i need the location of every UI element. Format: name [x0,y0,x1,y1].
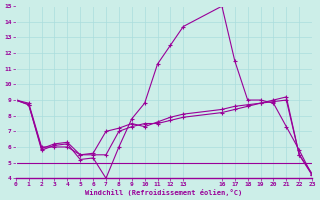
X-axis label: Windchill (Refroidissement éolien,°C): Windchill (Refroidissement éolien,°C) [85,189,243,196]
